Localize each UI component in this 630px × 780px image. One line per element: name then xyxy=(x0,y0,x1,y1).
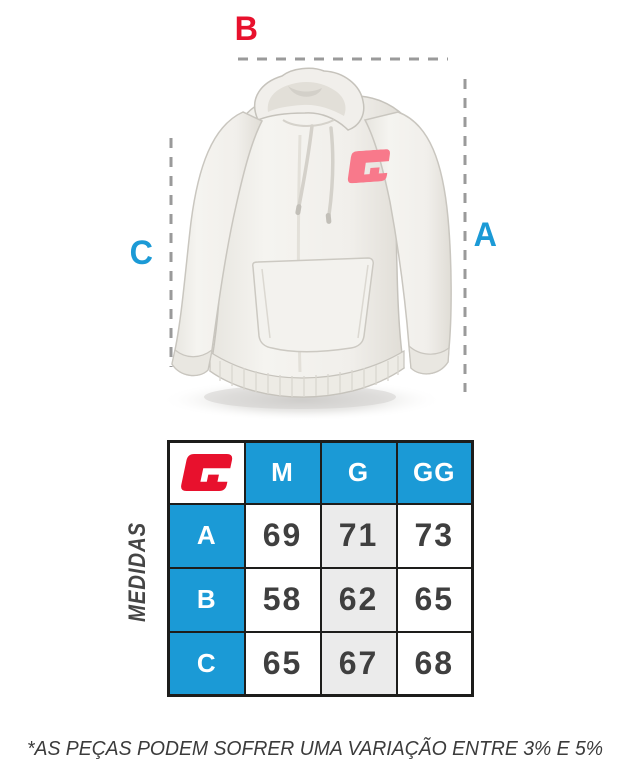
value-a-m: 69 xyxy=(243,502,322,569)
table-corner-logo-cell xyxy=(167,440,246,505)
row-label-b: B xyxy=(167,566,246,633)
pocket-seams xyxy=(261,264,369,339)
dimension-label-b: B xyxy=(234,10,258,48)
dimension-label-a: A xyxy=(473,216,497,254)
hood-inner xyxy=(267,82,346,116)
brand-logo-g-icon xyxy=(180,454,234,491)
measurement-diagram: B A C xyxy=(129,10,497,421)
waistband-ribs xyxy=(219,356,399,397)
value-b-g: 62 xyxy=(319,566,398,633)
neck-seam xyxy=(282,119,335,127)
dimension-label-c: C xyxy=(129,234,153,272)
value-b-gg: 65 xyxy=(395,566,474,633)
table-side-title: MEDIDAS xyxy=(124,521,151,623)
hoodie-illustration xyxy=(160,57,467,421)
table-row-a: A 69 71 73 xyxy=(167,502,474,569)
right-cuff xyxy=(408,344,450,375)
hood-opening-shadow xyxy=(288,86,322,97)
drawstring-aglet xyxy=(325,212,332,224)
value-c-m: 65 xyxy=(243,630,322,697)
value-b-m: 58 xyxy=(243,566,322,633)
row-label-c: C xyxy=(167,630,246,697)
left-cuff xyxy=(171,348,213,377)
dimension-dashed-lines xyxy=(169,57,467,392)
variation-footnote: *AS PEÇAS PODEM SOFRER UMA VARIAÇÃO ENTR… xyxy=(26,738,604,760)
value-c-g: 67 xyxy=(319,630,398,697)
drawstring-aglet xyxy=(295,204,302,216)
value-a-g: 71 xyxy=(319,502,398,569)
kangaroo-pocket xyxy=(252,257,374,353)
table-row-c: C 65 67 68 xyxy=(167,630,474,697)
size-column-gg: GG xyxy=(395,440,474,505)
row-label-a: A xyxy=(167,502,246,569)
drawstrings xyxy=(297,124,335,217)
size-column-m: M xyxy=(243,440,322,505)
size-table: M G GG A 69 71 73 B 58 62 65 C 65 67 xyxy=(167,440,474,697)
size-column-g: G xyxy=(319,440,398,505)
value-a-gg: 73 xyxy=(395,502,474,569)
table-row-b: B 58 62 65 xyxy=(167,566,474,633)
value-c-gg: 68 xyxy=(395,630,474,697)
table-header-row: M G GG xyxy=(167,440,474,505)
